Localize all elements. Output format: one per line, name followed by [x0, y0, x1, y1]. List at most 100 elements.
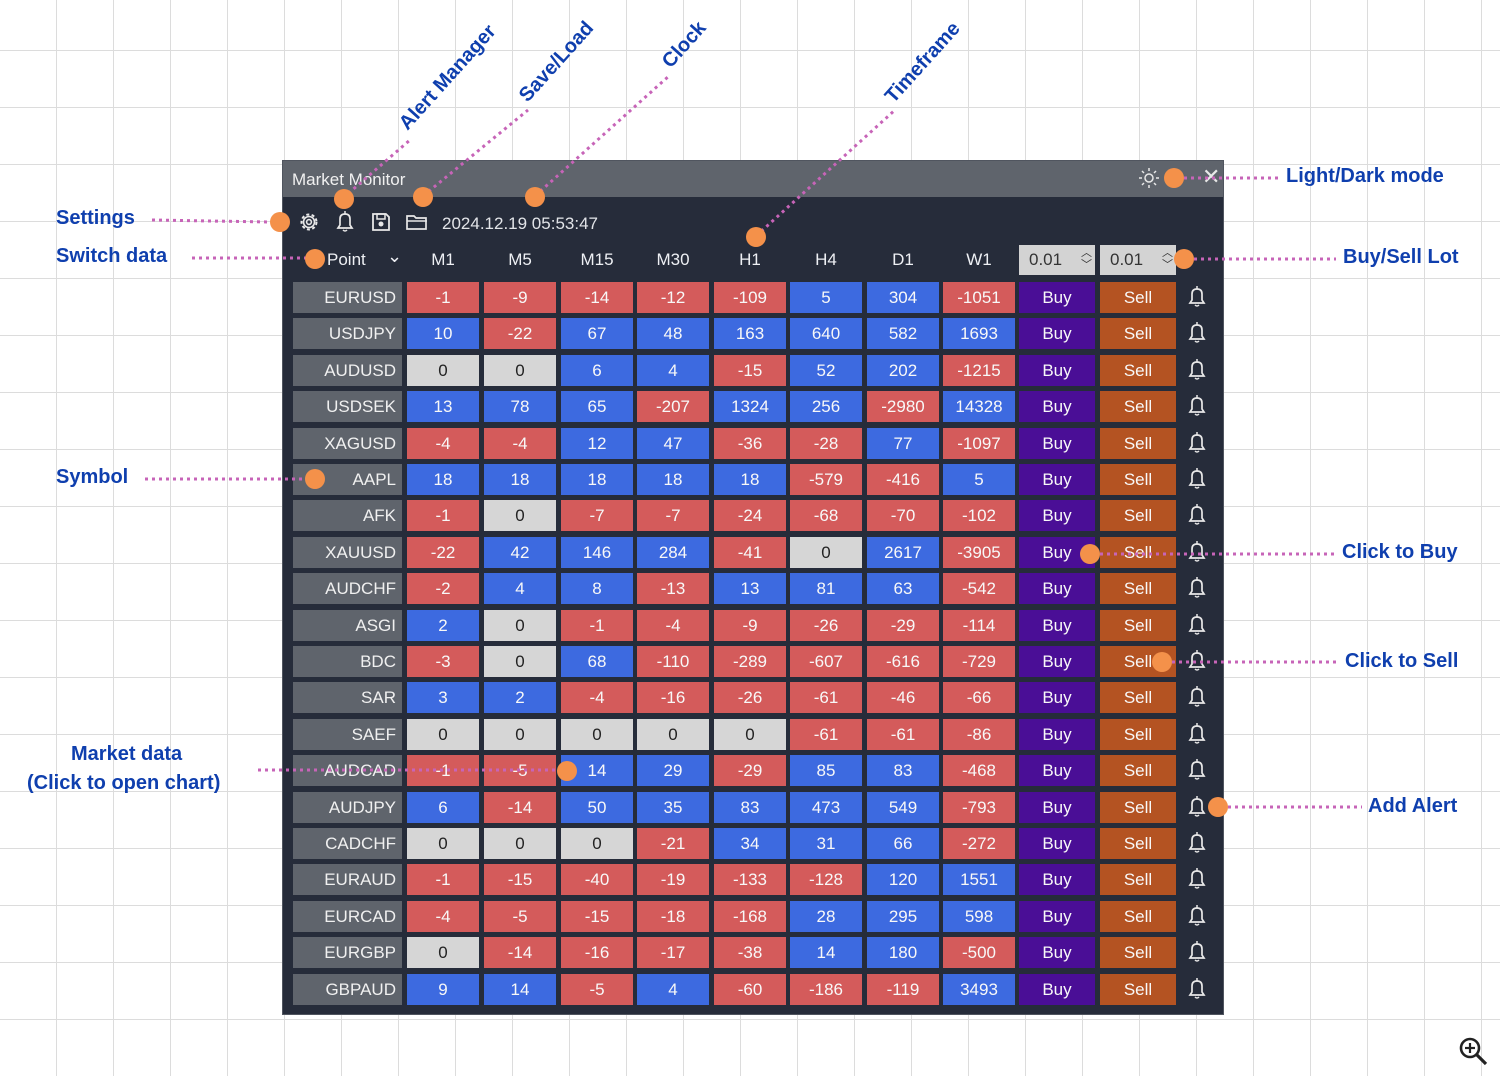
market-data-cell[interactable]: -2980: [867, 391, 939, 422]
market-data-cell[interactable]: 18: [561, 464, 633, 495]
market-data-cell[interactable]: 12: [561, 428, 633, 459]
market-data-cell[interactable]: -186: [790, 974, 862, 1005]
market-data-cell[interactable]: 31: [790, 828, 862, 859]
market-data-cell[interactable]: -41: [714, 537, 786, 568]
market-data-cell[interactable]: 284: [637, 537, 709, 568]
market-data-cell[interactable]: -16: [561, 937, 633, 968]
symbol-button[interactable]: SAEF: [293, 719, 402, 750]
load-folder-icon[interactable]: [404, 209, 430, 235]
market-data-cell[interactable]: 256: [790, 391, 862, 422]
market-data-cell[interactable]: -21: [637, 828, 709, 859]
switch-data-dropdown[interactable]: Point ⌄: [327, 246, 402, 273]
symbol-button[interactable]: AUDCAD: [293, 755, 402, 786]
market-data-cell[interactable]: 1324: [714, 391, 786, 422]
timeframe-header-w1[interactable]: W1: [966, 250, 992, 269]
symbol-button[interactable]: GBPAUD: [293, 974, 402, 1005]
symbol-button[interactable]: SAR: [293, 682, 402, 713]
market-data-cell[interactable]: -14: [484, 792, 556, 823]
market-data-cell[interactable]: -168: [714, 901, 786, 932]
buy-button[interactable]: Buy: [1019, 428, 1095, 459]
market-data-cell[interactable]: -102: [943, 500, 1015, 531]
market-data-cell[interactable]: -40: [561, 864, 633, 895]
market-data-cell[interactable]: -114: [943, 610, 1015, 641]
sell-button[interactable]: Sell: [1100, 864, 1176, 895]
market-data-cell[interactable]: 0: [561, 719, 633, 750]
market-data-cell[interactable]: -26: [714, 682, 786, 713]
buy-button[interactable]: Buy: [1019, 937, 1095, 968]
market-data-cell[interactable]: -1: [407, 500, 479, 531]
title-bar[interactable]: Market Monitor ✕: [283, 161, 1223, 197]
market-data-cell[interactable]: -5: [561, 974, 633, 1005]
market-data-cell[interactable]: -61: [790, 682, 862, 713]
market-data-cell[interactable]: -128: [790, 864, 862, 895]
market-data-cell[interactable]: -22: [484, 318, 556, 349]
market-data-cell[interactable]: 163: [714, 318, 786, 349]
sell-button[interactable]: Sell: [1100, 792, 1176, 823]
market-data-cell[interactable]: -9: [484, 282, 556, 313]
add-alert-bell-icon[interactable]: [1186, 430, 1208, 456]
market-data-cell[interactable]: -4: [407, 428, 479, 459]
market-data-cell[interactable]: 304: [867, 282, 939, 313]
add-alert-bell-icon[interactable]: [1186, 721, 1208, 747]
market-data-cell[interactable]: -68: [790, 500, 862, 531]
market-data-cell[interactable]: -28: [790, 428, 862, 459]
timeframe-header-m30[interactable]: M30: [656, 250, 690, 269]
market-data-cell[interactable]: -1: [407, 282, 479, 313]
add-alert-bell-icon[interactable]: [1186, 466, 1208, 492]
add-alert-bell-icon[interactable]: [1186, 575, 1208, 601]
market-data-cell[interactable]: 0: [714, 719, 786, 750]
market-data-cell[interactable]: -4: [407, 901, 479, 932]
market-data-cell[interactable]: -579: [790, 464, 862, 495]
add-alert-bell-icon[interactable]: [1186, 648, 1208, 674]
market-data-cell[interactable]: -18: [637, 901, 709, 932]
sell-button[interactable]: Sell: [1100, 937, 1176, 968]
market-data-cell[interactable]: 1693: [943, 318, 1015, 349]
market-data-cell[interactable]: -16: [637, 682, 709, 713]
sell-button[interactable]: Sell: [1100, 282, 1176, 313]
market-data-cell[interactable]: 2617: [867, 537, 939, 568]
symbol-button[interactable]: XAUUSD: [293, 537, 402, 568]
market-data-cell[interactable]: -110: [637, 646, 709, 677]
market-data-cell[interactable]: 0: [484, 355, 556, 386]
symbol-button[interactable]: USDJPY: [293, 318, 402, 349]
market-data-cell[interactable]: 63: [867, 573, 939, 604]
market-data-cell[interactable]: 52: [790, 355, 862, 386]
add-alert-bell-icon[interactable]: [1186, 320, 1208, 346]
add-alert-bell-icon[interactable]: [1186, 830, 1208, 856]
market-data-cell[interactable]: -500: [943, 937, 1015, 968]
market-data-cell[interactable]: 8: [561, 573, 633, 604]
save-icon[interactable]: [368, 209, 394, 235]
market-data-cell[interactable]: -1: [561, 610, 633, 641]
close-icon[interactable]: ✕: [1202, 164, 1221, 189]
market-data-cell[interactable]: -3905: [943, 537, 1015, 568]
market-data-cell[interactable]: -61: [790, 719, 862, 750]
market-data-cell[interactable]: -4: [484, 428, 556, 459]
market-data-cell[interactable]: 14: [790, 937, 862, 968]
market-data-cell[interactable]: -468: [943, 755, 1015, 786]
buy-button[interactable]: Buy: [1019, 355, 1095, 386]
market-data-cell[interactable]: -7: [637, 500, 709, 531]
market-data-cell[interactable]: 14: [484, 974, 556, 1005]
symbol-button[interactable]: EURCAD: [293, 901, 402, 932]
market-data-cell[interactable]: -416: [867, 464, 939, 495]
market-data-cell[interactable]: 81: [790, 573, 862, 604]
market-data-cell[interactable]: 582: [867, 318, 939, 349]
timeframe-header-m15[interactable]: M15: [580, 250, 614, 269]
symbol-button[interactable]: EURAUD: [293, 864, 402, 895]
market-data-cell[interactable]: 83: [867, 755, 939, 786]
add-alert-bell-icon[interactable]: [1186, 939, 1208, 965]
buy-button[interactable]: Buy: [1019, 282, 1095, 313]
market-data-cell[interactable]: 2: [407, 610, 479, 641]
market-data-cell[interactable]: -36: [714, 428, 786, 459]
sell-button[interactable]: Sell: [1100, 755, 1176, 786]
market-data-cell[interactable]: -15: [484, 864, 556, 895]
market-data-cell[interactable]: 0: [637, 719, 709, 750]
market-data-cell[interactable]: -29: [714, 755, 786, 786]
symbol-button[interactable]: BDC: [293, 646, 402, 677]
add-alert-bell-icon[interactable]: [1186, 903, 1208, 929]
market-data-cell[interactable]: 3493: [943, 974, 1015, 1005]
sell-button[interactable]: Sell: [1100, 391, 1176, 422]
buy-button[interactable]: Buy: [1019, 646, 1095, 677]
market-data-cell[interactable]: 4: [484, 573, 556, 604]
market-data-cell[interactable]: 34: [714, 828, 786, 859]
